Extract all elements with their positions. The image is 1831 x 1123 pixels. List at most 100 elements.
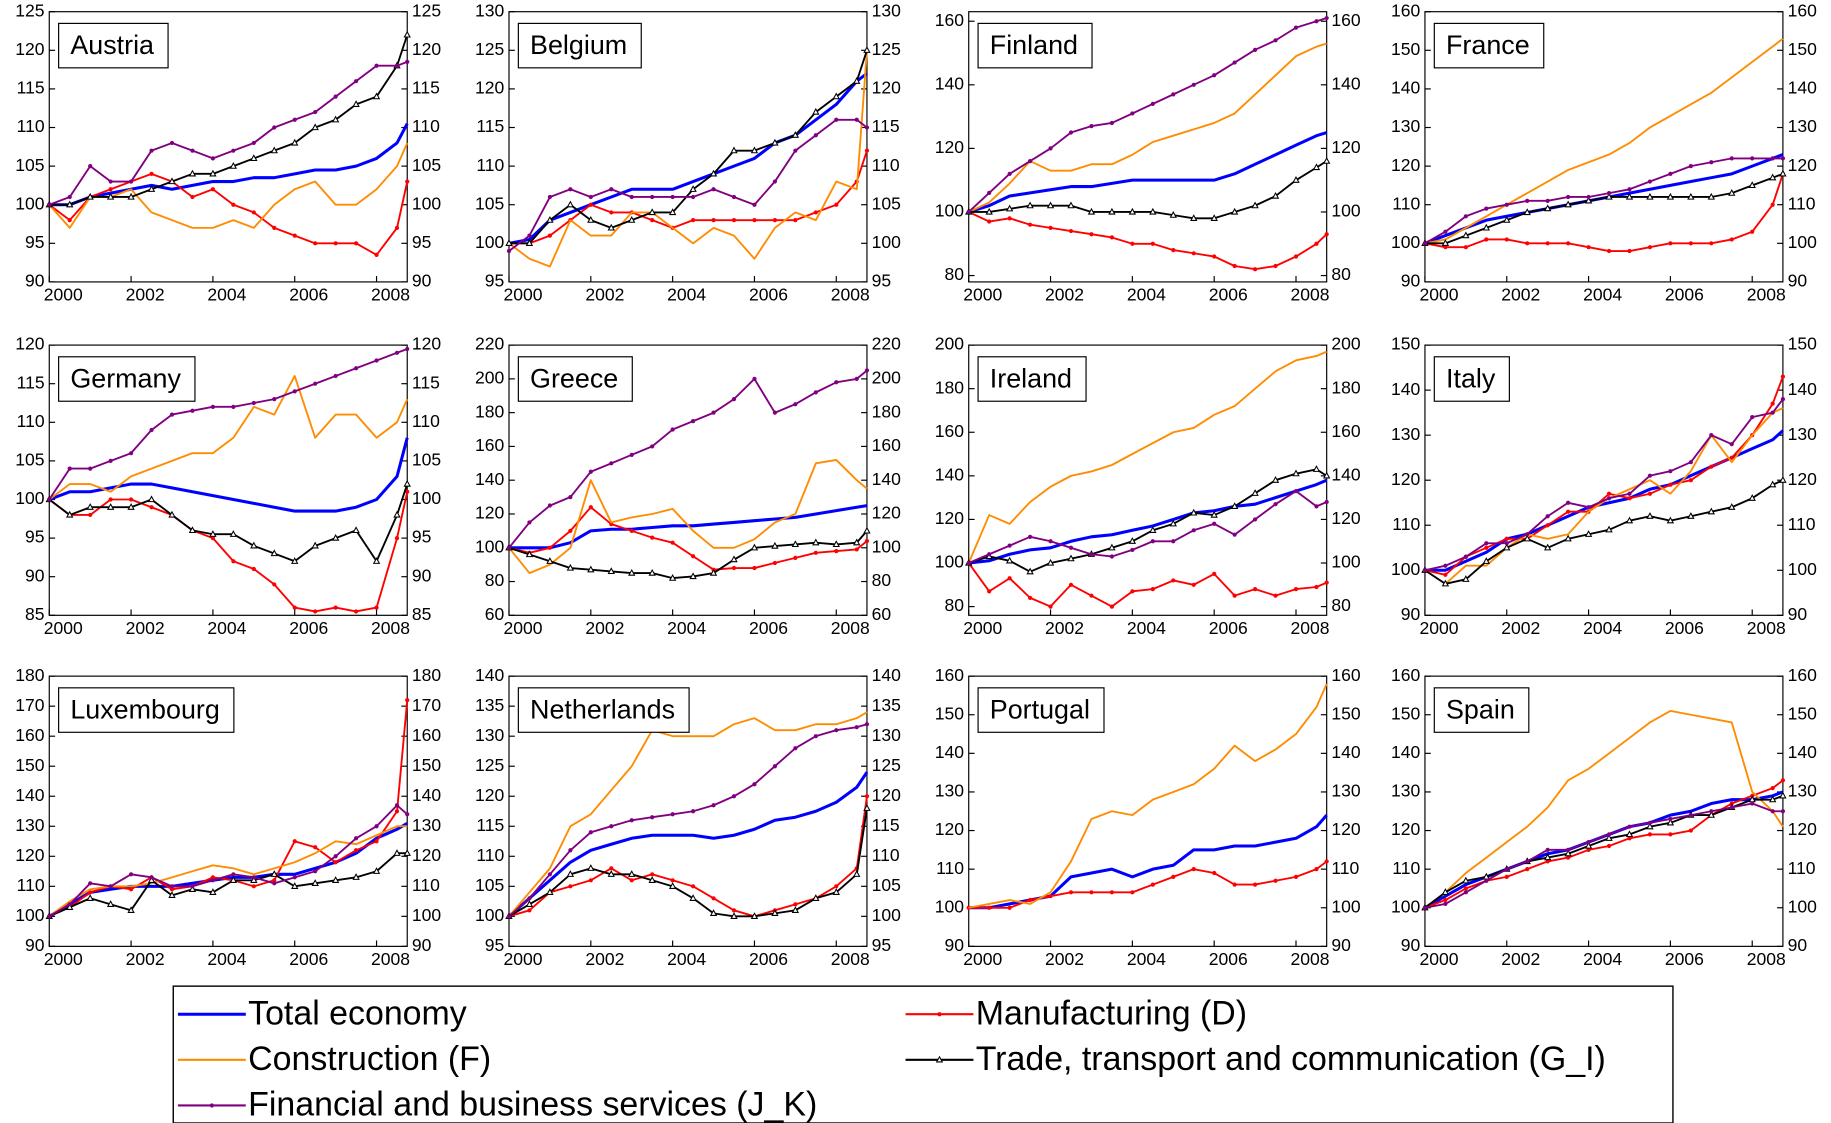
- marker: [1606, 832, 1612, 837]
- marker: [730, 555, 738, 563]
- marker: [1768, 480, 1777, 488]
- marker: [251, 400, 256, 406]
- marker: [832, 92, 840, 100]
- marker: [88, 512, 93, 518]
- marker: [331, 876, 340, 883]
- y-tick-label: 140: [475, 469, 505, 489]
- legend-label: Manufacturing (D): [976, 994, 1247, 1032]
- x-tick-label: 2000: [44, 285, 83, 305]
- marker: [1191, 251, 1196, 256]
- marker: [1089, 552, 1094, 557]
- y2-tick-label: 115: [412, 78, 440, 98]
- marker: [209, 888, 217, 895]
- marker: [711, 410, 716, 415]
- y-tick-label: 110: [476, 155, 504, 175]
- marker: [231, 872, 236, 877]
- marker: [1780, 156, 1786, 161]
- y2-tick-label: 160: [1788, 0, 1818, 20]
- marker: [1322, 471, 1331, 479]
- y2-tick-label: 90: [412, 271, 432, 291]
- marker: [1750, 156, 1755, 161]
- marker: [291, 882, 299, 889]
- y-tick-label: 100: [1391, 559, 1421, 579]
- series-line: [1424, 794, 1784, 909]
- marker: [1543, 853, 1552, 861]
- marker: [1067, 201, 1075, 209]
- marker: [588, 878, 593, 883]
- y-tick-label: 100: [15, 193, 45, 213]
- marker: [670, 194, 675, 200]
- series-line: [508, 459, 868, 575]
- marker: [210, 156, 216, 161]
- marker: [1647, 473, 1653, 478]
- y2-tick-label: 135: [872, 695, 902, 715]
- title-box: [517, 687, 690, 733]
- y-tick-label: 150: [935, 703, 965, 723]
- marker: [1627, 187, 1632, 192]
- y-tick-label: 110: [936, 858, 964, 878]
- series-line: [1424, 802, 1783, 909]
- marker: [566, 200, 575, 208]
- marker: [1046, 201, 1055, 209]
- marker: [1441, 579, 1450, 587]
- marker: [1005, 204, 1014, 212]
- y-tick-label: 120: [475, 503, 505, 523]
- marker: [1108, 543, 1116, 551]
- marker: [1688, 241, 1693, 246]
- y-tick-label: 120: [475, 785, 505, 805]
- y-tick-label: 130: [15, 815, 45, 835]
- marker: [987, 190, 992, 196]
- marker: [1606, 496, 1612, 501]
- marker: [403, 849, 411, 856]
- y-tick-label: 115: [17, 372, 45, 392]
- marker: [771, 909, 779, 916]
- marker: [750, 543, 759, 551]
- marker: [668, 882, 677, 889]
- series-line: [1424, 172, 1784, 245]
- marker: [311, 879, 319, 886]
- marker: [1688, 478, 1693, 483]
- marker: [750, 146, 759, 154]
- marker: [607, 567, 615, 575]
- marker: [834, 549, 839, 554]
- marker: [251, 875, 256, 880]
- marker: [1750, 229, 1755, 234]
- marker: [772, 218, 778, 223]
- marker: [1109, 554, 1115, 559]
- y-tick-label: 160: [935, 665, 965, 685]
- marker: [1027, 159, 1033, 164]
- marker: [1545, 523, 1550, 528]
- marker: [985, 207, 993, 215]
- y-tick-label: 160: [1391, 665, 1421, 685]
- marker: [313, 845, 318, 850]
- y2-tick-label: 120: [1788, 469, 1818, 489]
- y-tick-label: 110: [1392, 514, 1420, 534]
- y-tick-label: 90: [25, 935, 45, 955]
- marker: [250, 541, 258, 549]
- marker: [1109, 120, 1115, 126]
- marker: [1271, 476, 1280, 483]
- marker: [1647, 245, 1653, 250]
- marker: [128, 887, 134, 892]
- marker: [752, 565, 757, 571]
- marker: [1625, 830, 1634, 838]
- x-tick-label: 2008: [831, 618, 870, 638]
- marker: [1191, 867, 1196, 872]
- y2-tick-label: 140: [1788, 78, 1818, 98]
- marker: [1462, 575, 1470, 582]
- marker: [270, 870, 278, 877]
- marker: [690, 418, 696, 424]
- y2-tick-label: 90: [1788, 935, 1808, 955]
- x-tick-label: 2000: [963, 618, 1002, 638]
- marker: [1293, 254, 1299, 259]
- y2-tick-label: 115: [872, 815, 900, 835]
- marker: [128, 451, 134, 456]
- y-tick-label: 130: [935, 781, 965, 801]
- marker: [791, 906, 800, 913]
- y2-tick-label: 120: [1331, 508, 1361, 528]
- marker: [405, 812, 410, 817]
- y2-tick-label: 105: [412, 450, 442, 470]
- marker: [47, 202, 52, 207]
- y2-tick-label: 150: [1788, 703, 1818, 723]
- series-line: [1424, 398, 1784, 572]
